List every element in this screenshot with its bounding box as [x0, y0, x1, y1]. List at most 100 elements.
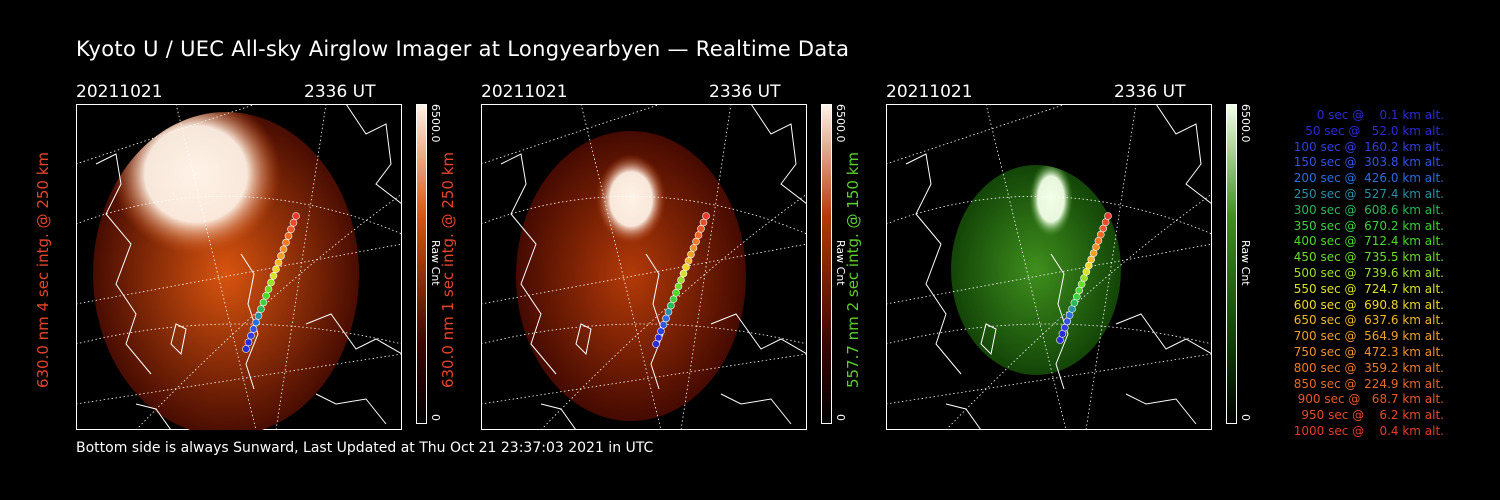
legend-item: 1000 sec @ 0.4 km alt. [1293, 423, 1444, 438]
trajectory-point [669, 295, 678, 303]
legend-item: 100 sec @ 160.2 km alt. [1293, 139, 1444, 154]
page-title: Kyoto U / UEC All-sky Airglow Imager at … [76, 37, 850, 61]
colorbar-max-label: 6500.0 [834, 104, 847, 143]
trajectory-point [279, 245, 288, 254]
trajectory-point [694, 231, 703, 239]
legend-item: 750 sec @ 472.3 km alt. [1293, 344, 1444, 359]
legend-item: 350 sec @ 670.2 km alt. [1293, 218, 1444, 233]
imager-panel-2: 20211021 2336 UT 630.0 nm 1 sec intg. @ … [439, 80, 891, 430]
trajectory-point [702, 212, 710, 220]
panel-time: 2336 UT [709, 82, 781, 102]
trajectory-point [277, 252, 285, 260]
trajectory-point [662, 314, 670, 323]
trajectory-point [259, 298, 268, 307]
trajectory-point [282, 238, 290, 247]
coastline [905, 104, 1212, 430]
aurora-emission [596, 154, 666, 244]
colorbar-min-label: 0 [429, 414, 442, 421]
colorbar-min-label: 0 [834, 414, 847, 421]
panel-ylabel: 630.0 nm 4 sec intg. @ 250 km [34, 151, 52, 389]
panel-date: 20211021 [76, 82, 163, 102]
trajectory-point [247, 331, 255, 340]
trajectory-point [244, 338, 253, 347]
trajectory-point [679, 269, 688, 278]
legend-item: 900 sec @ 68.7 km alt. [1297, 392, 1444, 407]
legend-item: 450 sec @ 735.5 km alt. [1293, 250, 1444, 265]
trajectory-point [659, 321, 668, 329]
trajectory-point [292, 212, 300, 220]
legend-item: 500 sec @ 739.6 km alt. [1293, 265, 1444, 280]
latlon-grid [76, 104, 402, 430]
trajectory-point [684, 257, 693, 265]
trajectory-point [274, 258, 283, 267]
trajectory-point [689, 244, 698, 252]
trajectory-point [692, 237, 700, 246]
trajectory-point [699, 218, 708, 227]
aurora-emission [1029, 165, 1073, 237]
imager-panel-3: 20211021 2336 UT 557.7 nm 2 sec intg. @ … [844, 80, 1296, 430]
trajectory-point [287, 225, 295, 234]
panel-date: 20211021 [886, 82, 973, 102]
trajectory-point [284, 232, 293, 240]
trajectory-point [272, 265, 280, 273]
trajectory-point [674, 282, 683, 291]
trajectory-point [289, 218, 298, 227]
coastline [500, 104, 807, 430]
legend-item: 700 sec @ 564.9 km alt. [1293, 329, 1444, 344]
legend-item: 200 sec @ 426.0 km alt. [1293, 171, 1444, 186]
allsky-image-map [76, 104, 402, 430]
colorbar [416, 104, 427, 424]
allsky-image-map [481, 104, 807, 430]
panel-time: 2336 UT [304, 82, 376, 102]
colorbar-max-label: 6500.0 [429, 104, 442, 143]
latlon-grid [481, 104, 807, 430]
latlon-grid [886, 104, 1212, 430]
trajectory-point [654, 333, 663, 342]
colorbar-min-label: 0 [1239, 414, 1252, 421]
footer-note: Bottom side is always Sunward, Last Upda… [76, 440, 654, 456]
colorbar-unit-label: Raw Cnt [429, 240, 442, 286]
coastline [95, 104, 402, 430]
legend-item: 600 sec @ 690.8 km alt. [1293, 297, 1444, 312]
colorbar-max-label: 6500.0 [1239, 104, 1252, 143]
trajectory-point [677, 276, 685, 284]
trajectory-point [242, 345, 250, 353]
legend-item: 50 sec @ 52.0 km alt. [1305, 123, 1444, 138]
panel-ylabel: 630.0 nm 1 sec intg. @ 250 km [439, 151, 457, 389]
trajectory-point [672, 289, 680, 297]
panel-date: 20211021 [481, 82, 568, 102]
trajectory-point [249, 325, 258, 333]
legend-item: 800 sec @ 359.2 km alt. [1293, 360, 1444, 375]
imager-panel-1: 20211021 2336 UT 630.0 nm 4 sec intg. @ … [34, 80, 486, 430]
allsky-image-map [886, 104, 1212, 430]
trajectory-point [697, 225, 705, 233]
legend-item: 150 sec @ 303.8 km alt. [1293, 155, 1444, 170]
trajectory-point [267, 278, 275, 287]
trajectory-point [262, 292, 270, 300]
trajectory-point [682, 263, 690, 271]
trajectory-point [264, 285, 273, 293]
map-frame [481, 104, 807, 430]
trajectory-point [657, 327, 665, 335]
colorbar [821, 104, 832, 424]
legend-item: 250 sec @ 527.4 km alt. [1293, 186, 1444, 201]
trajectory-point [664, 308, 673, 316]
legend-item: 550 sec @ 724.7 km alt. [1293, 281, 1444, 296]
trajectory-point [257, 305, 265, 313]
legend-item: 400 sec @ 712.4 km alt. [1293, 234, 1444, 249]
trajectory-point [252, 318, 260, 327]
airglow-image [951, 165, 1121, 375]
colorbar-unit-label: Raw Cnt [834, 240, 847, 286]
panel-time: 2336 UT [1114, 82, 1186, 102]
trajectory-legend: 0 sec @ 0.1 km alt. 50 sec @ 52.0 km alt.… [1266, 108, 1444, 440]
trajectory-point [667, 301, 675, 310]
panel-ylabel: 557.7 nm 2 sec intg. @ 150 km [844, 151, 862, 389]
legend-item: 0 sec @ 0.1 km alt. [1316, 108, 1444, 122]
colorbar-unit-label: Raw Cnt [1239, 240, 1252, 286]
trajectory-point [1104, 212, 1112, 220]
legend-item: 850 sec @ 224.9 km alt. [1293, 376, 1444, 391]
trajectory-point [254, 312, 263, 320]
legend-item: 950 sec @ 6.2 km alt. [1301, 408, 1444, 423]
trajectory-point [269, 272, 278, 280]
legend-item: 300 sec @ 608.6 km alt. [1293, 202, 1444, 217]
